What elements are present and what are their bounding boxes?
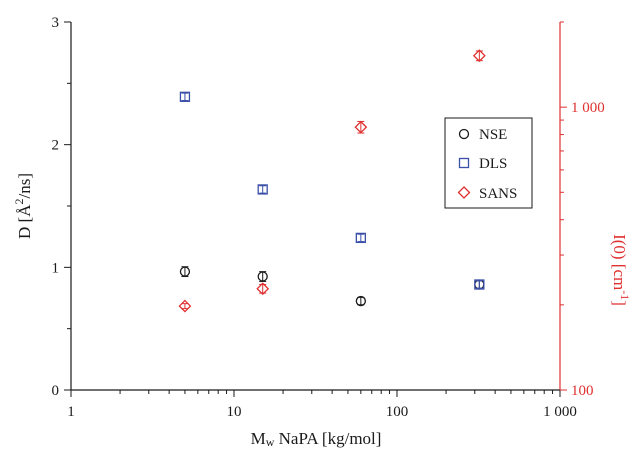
- point-dls: [257, 184, 268, 195]
- legend-label-dls: DLS: [479, 156, 507, 172]
- marker-diamond: [472, 49, 486, 63]
- y-left-axis-title: D [Å2/ns]: [12, 173, 34, 239]
- x-tick-label: 100: [386, 404, 409, 420]
- point-sans: [472, 49, 486, 63]
- marker-diamond: [354, 120, 368, 134]
- y-left-tick-label: 0: [52, 383, 60, 399]
- point-dls: [474, 279, 485, 290]
- legend-label-nse: NSE: [479, 127, 507, 143]
- x-axis-title: Mw NaPA [kg/mol]: [251, 429, 382, 449]
- legend-marker-dls: [458, 157, 470, 169]
- x-axis-title-main: M: [251, 429, 266, 448]
- marker-square: [257, 184, 268, 195]
- y-left-tick-label: 2: [52, 138, 60, 154]
- legend: NSE DLS SANS: [444, 117, 533, 209]
- x-tick-label: 1: [67, 404, 75, 420]
- marker-square: [355, 232, 366, 244]
- x-tick-label: 1 000: [543, 404, 577, 420]
- x-axis-title-rest: NaPA [kg/mol]: [274, 429, 381, 448]
- legend-marker-nse: [458, 128, 470, 140]
- y-right-ticks: 100 1 000: [560, 21, 605, 399]
- marker-diamond: [256, 282, 270, 296]
- point-nse: [257, 271, 268, 282]
- y-left-title-sup: 2: [12, 199, 26, 205]
- legend-marker-sans: [457, 186, 471, 199]
- marker-circle: [257, 271, 268, 282]
- marker-square: [474, 279, 485, 290]
- marker-square: [179, 91, 191, 102]
- data-points: [178, 49, 486, 313]
- x-tick-label: 10: [227, 404, 242, 420]
- y-right-title-pre: I(0) [cm: [610, 234, 629, 290]
- point-sans: [178, 299, 192, 313]
- marker-circle: [179, 266, 191, 277]
- point-sans: [256, 282, 270, 296]
- point-nse: [179, 266, 191, 278]
- y-right-tick-label: 100: [571, 383, 594, 399]
- y-right-tick-label: 1 000: [571, 100, 605, 116]
- x-ticks: 1 10 100 1 000: [67, 390, 577, 420]
- x-axis-title-sub: w: [266, 435, 275, 449]
- y-left-title-post: /ns]: [15, 173, 34, 199]
- y-left-tick-label: 3: [52, 15, 60, 31]
- point-sans: [354, 120, 368, 134]
- marker-diamond: [178, 299, 192, 313]
- y-left-title-pre: D [: [15, 216, 34, 239]
- point-nse: [355, 295, 366, 307]
- y-left-tick-label: 1: [52, 260, 60, 276]
- y-right-title-post: ]: [610, 300, 629, 306]
- y-right-title-sup: -1: [618, 290, 632, 300]
- legend-label-sans: SANS: [479, 186, 517, 202]
- point-dls: [355, 232, 366, 244]
- y-left-ticks: 0 1 2 3: [52, 15, 71, 399]
- y-right-axis-title: I(0) [cm-1]: [610, 234, 632, 306]
- y-left-title-angstrom: Å: [15, 204, 34, 217]
- marker-circle: [355, 295, 366, 307]
- point-dls: [179, 91, 191, 102]
